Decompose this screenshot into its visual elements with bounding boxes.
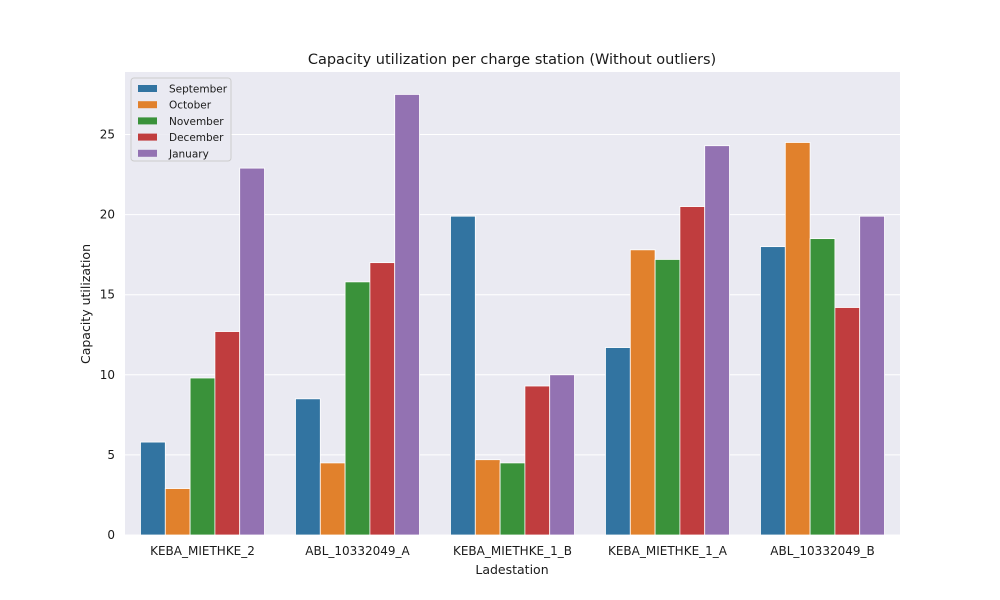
y-tick-label-10: 10 (100, 368, 115, 382)
y-tick-label-0: 0 (107, 528, 115, 542)
y-tick-label-25: 25 (100, 127, 115, 141)
chart-title: Capacity utilization per charge station … (308, 52, 716, 68)
y-axis-label: Capacity utilization (78, 244, 93, 364)
legend: September October November December January (130, 77, 232, 162)
legend-swatch-january (138, 149, 157, 157)
bar-november-abl_10332049_b (809, 238, 836, 536)
y-axis-ticks: 0 5 10 15 20 25 (100, 127, 115, 542)
bar-september-abl_10332049_a (295, 398, 321, 536)
x-tick-label-keba_miethke_2: KEBA_MIETHKE_2 (150, 544, 255, 558)
bar-october-keba_miethke_1_b (474, 459, 501, 536)
y-tick-label-20: 20 (100, 208, 115, 222)
y-tick-label-5: 5 (107, 448, 115, 462)
legend-label-december: December (169, 132, 224, 144)
x-axis-ticks: KEBA_MIETHKE_2 ABL_10332049_A KEBA_MIETHKE… (150, 544, 875, 558)
legend-swatch-october (138, 101, 157, 109)
bar-september-keba_miethke_1_a (605, 347, 631, 536)
bar-october-abl_10332049_b (784, 142, 811, 536)
bar-october-abl_10332049_a (319, 462, 346, 536)
bars (140, 94, 885, 536)
bar-december-keba_miethke_1_b (524, 385, 551, 536)
legend-swatch-november (138, 117, 157, 125)
bar-september-keba_miethke_1_b (450, 215, 476, 536)
bar-november-abl_10332049_a (344, 281, 371, 536)
legend-label-october: October (169, 100, 212, 112)
legend-label-january: January (168, 148, 209, 160)
legend-label-november: November (169, 116, 224, 128)
bar-october-keba_miethke_2 (164, 488, 191, 536)
bar-november-keba_miethke_2 (189, 377, 216, 536)
bar-january-abl_10332049_a (394, 94, 420, 536)
bar-january-keba_miethke_2 (239, 167, 265, 536)
bar-november-keba_miethke_1_a (654, 259, 681, 536)
bar-january-keba_miethke_1_b (549, 374, 575, 536)
bar-november-keba_miethke_1_b (499, 462, 526, 536)
x-tick-label-keba_miethke_1_a: KEBA_MIETHKE_1_A (608, 544, 728, 558)
bar-december-abl_10332049_a (369, 262, 396, 536)
x-axis-label: Ladestation (475, 562, 548, 577)
bar-december-keba_miethke_2 (214, 331, 241, 536)
bar-september-abl_10332049_b (760, 246, 786, 536)
bar-september-keba_miethke_2 (140, 441, 166, 536)
bar-october-keba_miethke_1_a (629, 249, 656, 536)
x-tick-label-keba_miethke_1_b: KEBA_MIETHKE_1_B (453, 544, 572, 558)
bar-december-abl_10332049_b (834, 307, 861, 536)
bar-december-keba_miethke_1_a (679, 206, 706, 536)
x-tick-label-abl_10332049_b: ABL_10332049_B (770, 544, 874, 558)
bar-january-abl_10332049_b (859, 215, 885, 536)
y-tick-label-15: 15 (100, 288, 115, 302)
bar-january-keba_miethke_1_a (704, 145, 730, 536)
legend-label-september: September (169, 84, 228, 96)
x-tick-label-abl_10332049_a: ABL_10332049_A (305, 544, 410, 558)
legend-swatch-december (138, 133, 157, 141)
legend-swatch-september (138, 85, 157, 92)
